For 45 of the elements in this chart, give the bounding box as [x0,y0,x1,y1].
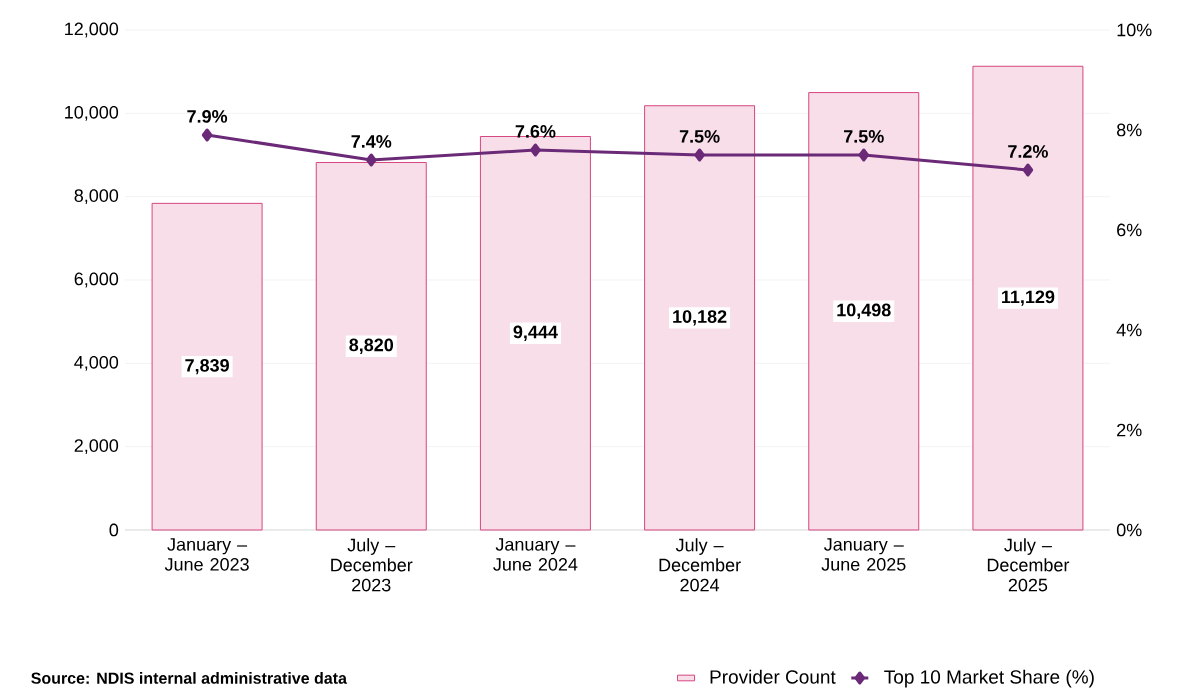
point [1022,163,1034,177]
y-tick-label: 12,000 [65,22,119,38]
data-label: 10,182 [673,310,727,326]
data-label: 7.5% [844,130,884,143]
point [201,128,213,142]
y2-tick-label: 8% [1116,123,1142,137]
data-label: 7.4% [351,135,392,148]
data-label: 8,820 [349,338,394,354]
y2-tick-label: 2% [1117,423,1142,437]
x-tick-label: January – June 2023 [164,538,249,571]
data-label: 11,129 [1002,290,1055,306]
point [858,148,870,162]
point [694,148,705,162]
y-tick-label: 10,000 [65,105,119,121]
bar [151,202,263,531]
x-tick-label: July – December 2023 [331,538,413,592]
data-label: 7.9% [187,110,228,123]
y2-tick-label: 10% [1117,23,1152,37]
data-label: 10,498 [837,303,891,319]
data-label: 7.6% [515,125,556,138]
y2-tick-label: 0% [1116,523,1142,537]
x-tick-label: January – June 2025 [821,538,906,571]
data-label: 7.5% [679,130,720,143]
x-tick-label: January – June 2024 [493,538,578,571]
data-label: 7.2% [1008,145,1048,158]
bar [972,65,1084,531]
y-tick-label: 8,000 [74,189,119,205]
y2-tick-label: 4% [1116,323,1142,337]
y-tick-label: 2,000 [74,439,119,455]
bar [644,105,756,531]
data-label: 7,839 [185,359,229,375]
x-tick-label: July – December 2025 [987,538,1070,592]
y-tick-label: 0 [109,523,119,537]
point [530,143,541,157]
point [366,153,377,167]
bar [315,161,427,531]
legend-label: Top 10 Market Share (%) [884,669,1094,688]
bar [808,92,920,531]
y2-tick-label: 6% [1117,223,1142,237]
y-tick-label: 6,000 [74,272,119,288]
source-note: Source: NDIS internal administrative data [31,672,348,684]
y-tick-label: 4,000 [74,355,119,371]
x-tick-label: July – December 2024 [659,538,741,592]
legend-label: Provider Count [710,669,836,684]
data-label: 9,444 [513,325,558,341]
